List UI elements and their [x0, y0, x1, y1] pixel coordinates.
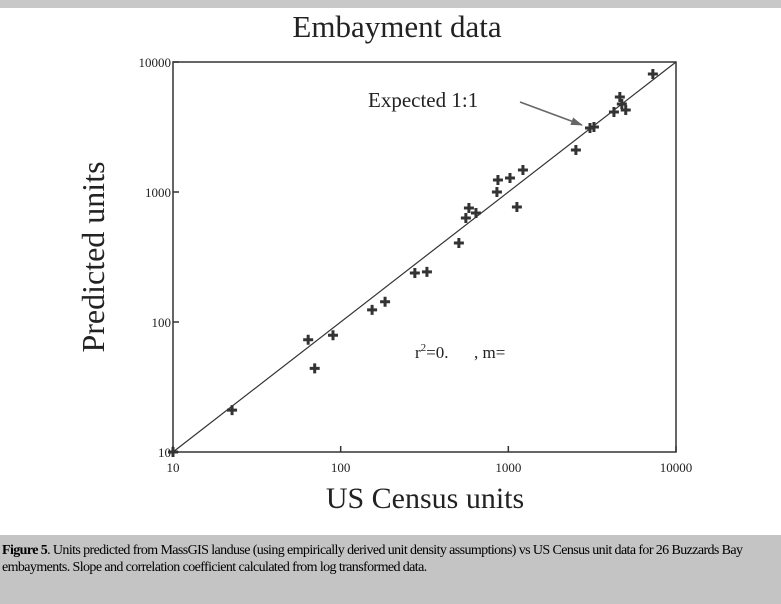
stat-sup: 2 [421, 342, 427, 354]
data-point [460, 212, 471, 223]
data-point [380, 296, 391, 307]
data-point [470, 208, 481, 219]
data-point [614, 91, 625, 102]
annotation: Expected 1:1 [368, 88, 478, 112]
data-point [421, 266, 432, 277]
x-tick-label: 100 [331, 460, 351, 475]
y-tick-label: 10000 [139, 55, 172, 70]
chart: Embayment data US Census units Predicted… [75, 9, 693, 515]
data-point [492, 175, 503, 186]
x-tick-label: 10 [167, 460, 180, 475]
reference-line [172, 61, 677, 453]
chart-title: Embayment data [292, 9, 501, 44]
data-point [327, 330, 338, 341]
data-point [491, 187, 502, 197]
plot-frame [172, 61, 677, 453]
data-point [504, 172, 515, 183]
data-point [453, 238, 464, 249]
stat-label: r2=0. , m= [415, 342, 505, 362]
y-tick-label: 10 [158, 445, 171, 460]
data-point [309, 363, 320, 374]
data-point [511, 201, 522, 212]
data-point [463, 202, 474, 213]
y-tick-label: 1000 [145, 185, 171, 200]
data-point [616, 98, 627, 109]
data-point [588, 122, 599, 133]
stat-base: r [415, 343, 421, 362]
caption-label: Figure 5 [2, 543, 48, 558]
x-tick-label: 1000 [495, 460, 521, 475]
data-point [608, 107, 619, 118]
data-point [227, 405, 238, 416]
data-point [367, 304, 378, 315]
y-tick-label: 100 [152, 315, 172, 330]
caption: Figure 5. Units predicted from MassGIS l… [0, 535, 781, 604]
y-axis-label: Predicted units [75, 161, 111, 352]
data-point [620, 104, 631, 115]
data-point [647, 68, 658, 79]
data-point [303, 334, 314, 345]
caption-text: . Units predicted from MassGIS landuse (… [2, 543, 743, 575]
annotation-arrow [519, 101, 583, 126]
data-point [570, 145, 581, 156]
x-axis-label: US Census units [326, 482, 524, 515]
x-tick-label: 10000 [660, 460, 693, 475]
stat-rest: =0. , m= [426, 343, 505, 362]
data-point [517, 165, 528, 176]
data-point [409, 268, 420, 279]
top-bar [0, 0, 781, 8]
data-point [168, 447, 178, 457]
